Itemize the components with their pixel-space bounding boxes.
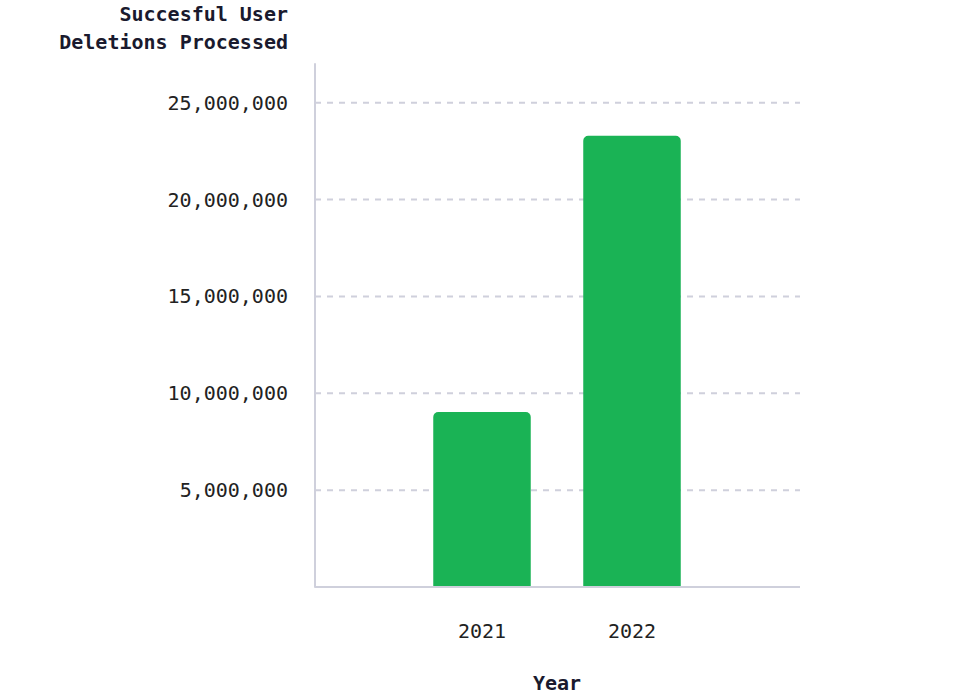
svg-text:15,000,000: 15,000,000 [168,284,288,308]
svg-text:Succesful User: Succesful User [119,2,288,26]
svg-text:2021: 2021 [458,619,506,643]
svg-text:Deletions Processed: Deletions Processed [59,30,288,54]
svg-text:2022: 2022 [608,619,656,643]
svg-text:10,000,000: 10,000,000 [168,381,288,405]
svg-text:5,000,000: 5,000,000 [180,478,288,502]
svg-text:Year: Year [533,671,581,695]
svg-text:25,000,000: 25,000,000 [168,91,288,115]
svg-text:20,000,000: 20,000,000 [168,188,288,212]
